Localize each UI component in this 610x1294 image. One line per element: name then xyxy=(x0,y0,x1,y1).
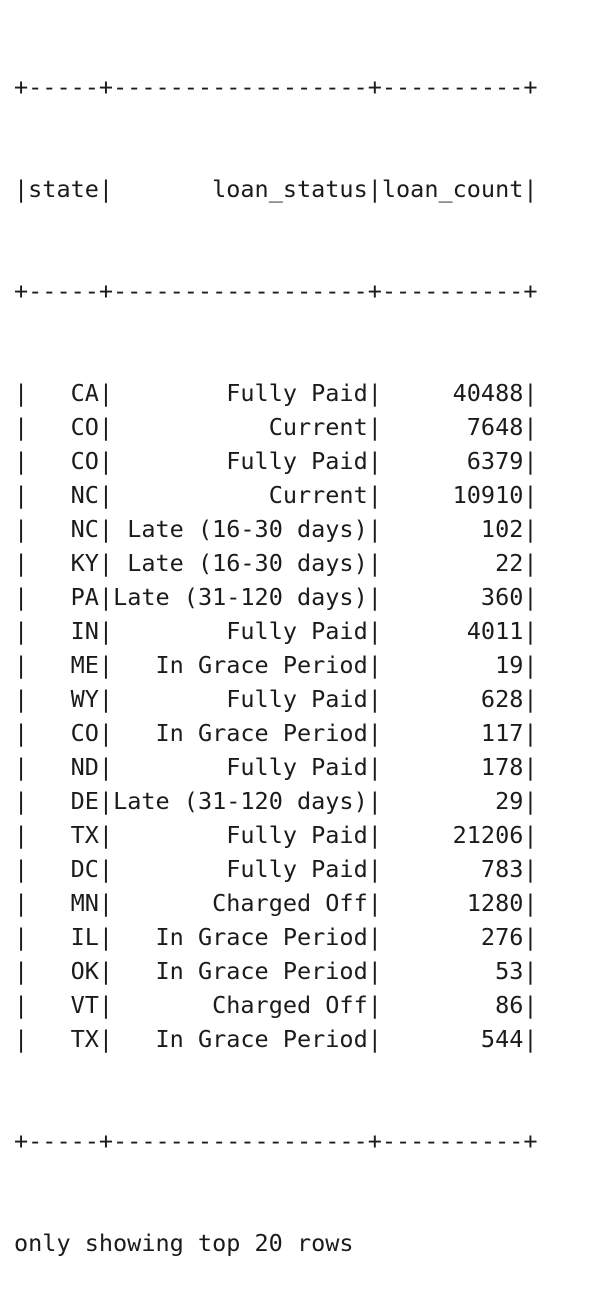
cell-loan-count: 783 xyxy=(381,855,524,883)
table-row: | ME| In Grace Period| 19| xyxy=(14,651,538,679)
cell-loan-status: Current xyxy=(113,481,368,509)
cell-loan-status: Late (31-120 days) xyxy=(113,583,368,611)
table-row: | KY| Late (16-30 days)| 22| xyxy=(14,549,538,577)
cell-loan-status: Late (16-30 days) xyxy=(113,515,368,543)
cell-loan-count: 1280 xyxy=(381,889,524,917)
table-row: | NC| Late (16-30 days)| 102| xyxy=(14,515,538,543)
table-row: | OK| In Grace Period| 53| xyxy=(14,957,538,985)
cell-state: NC xyxy=(28,481,99,509)
table-row: | CA| Fully Paid| 40488| xyxy=(14,379,538,407)
cell-state: DC xyxy=(28,855,99,883)
console-output: +-----+------------------+----------+ |s… xyxy=(14,2,538,1294)
cell-state: TX xyxy=(28,1025,99,1053)
cell-loan-count: 276 xyxy=(381,923,524,951)
cell-loan-count: 40488 xyxy=(381,379,524,407)
cell-loan-status: In Grace Period xyxy=(113,957,368,985)
cell-loan-count: 19 xyxy=(381,651,524,679)
cell-state: CO xyxy=(28,413,99,441)
table-row: | NC| Current| 10910| xyxy=(14,481,538,509)
table-row: | WY| Fully Paid| 628| xyxy=(14,685,538,713)
cell-loan-status: Fully Paid xyxy=(113,753,368,781)
cell-state: VT xyxy=(28,991,99,1019)
cell-loan-count: 6379 xyxy=(381,447,524,475)
cell-state: PA xyxy=(28,583,99,611)
cell-loan-status: In Grace Period xyxy=(113,1025,368,1053)
table-row: | IL| In Grace Period| 276| xyxy=(14,923,538,951)
table-row: | DC| Fully Paid| 783| xyxy=(14,855,538,883)
table-row: | CO| Current| 7648| xyxy=(14,413,538,441)
cell-state: IN xyxy=(28,617,99,645)
cell-loan-status: In Grace Period xyxy=(113,651,368,679)
cell-loan-count: 7648 xyxy=(381,413,524,441)
table-row: | TX| In Grace Period| 544| xyxy=(14,1025,538,1053)
table-row: | ND| Fully Paid| 178| xyxy=(14,753,538,781)
cell-loan-status: Fully Paid xyxy=(113,685,368,713)
cell-loan-status: In Grace Period xyxy=(113,923,368,951)
cell-loan-status: Charged Off xyxy=(113,991,368,1019)
header-loan-count: loan_count xyxy=(381,175,524,203)
header-state: state xyxy=(28,175,99,203)
cell-loan-count: 21206 xyxy=(381,821,524,849)
cell-loan-count: 53 xyxy=(381,957,524,985)
table-row: | CO| Fully Paid| 6379| xyxy=(14,447,538,475)
cell-state: CA xyxy=(28,379,99,407)
cell-loan-status: Fully Paid xyxy=(113,617,368,645)
cell-state: TX xyxy=(28,821,99,849)
cell-state: WY xyxy=(28,685,99,713)
cell-state: KY xyxy=(28,549,99,577)
cell-loan-count: 22 xyxy=(381,549,524,577)
cell-loan-status: Late (31-120 days) xyxy=(113,787,368,815)
cell-loan-count: 178 xyxy=(381,753,524,781)
table-header-row: |state| loan_status|loan_count| xyxy=(14,175,538,203)
table-row: | DE|Late (31-120 days)| 29| xyxy=(14,787,538,815)
table-border-top: +-----+------------------+----------+ xyxy=(14,73,538,101)
table-body: | CA| Fully Paid| 40488| | CO| Current| 7… xyxy=(14,376,538,1056)
cell-state: IL xyxy=(28,923,99,951)
table-row: | MN| Charged Off| 1280| xyxy=(14,889,538,917)
table-row: | IN| Fully Paid| 4011| xyxy=(14,617,538,645)
cell-state: CO xyxy=(28,447,99,475)
table-border-bottom: +-----+------------------+----------+ xyxy=(14,1127,538,1155)
cell-loan-count: 544 xyxy=(381,1025,524,1053)
cell-loan-count: 86 xyxy=(381,991,524,1019)
cell-loan-count: 4011 xyxy=(381,617,524,645)
cell-loan-status: Late (16-30 days) xyxy=(113,549,368,577)
footer-note: only showing top 20 rows xyxy=(14,1229,354,1257)
header-loan-status: loan_status xyxy=(113,175,368,203)
cell-loan-count: 360 xyxy=(381,583,524,611)
cell-loan-status: Fully Paid xyxy=(113,379,368,407)
cell-state: DE xyxy=(28,787,99,815)
table-row: | CO| In Grace Period| 117| xyxy=(14,719,538,747)
cell-state: ND xyxy=(28,753,99,781)
cell-loan-status: Fully Paid xyxy=(113,447,368,475)
cell-loan-count: 10910 xyxy=(381,481,524,509)
cell-state: MN xyxy=(28,889,99,917)
cell-loan-count: 117 xyxy=(381,719,524,747)
cell-state: NC xyxy=(28,515,99,543)
table-row: | VT| Charged Off| 86| xyxy=(14,991,538,1019)
cell-loan-status: Fully Paid xyxy=(113,855,368,883)
cell-loan-status: Charged Off xyxy=(113,889,368,917)
table-row: | TX| Fully Paid| 21206| xyxy=(14,821,538,849)
cell-state: CO xyxy=(28,719,99,747)
table-border-header: +-----+------------------+----------+ xyxy=(14,277,538,305)
cell-loan-status: Fully Paid xyxy=(113,821,368,849)
cell-loan-count: 102 xyxy=(381,515,524,543)
cell-loan-count: 29 xyxy=(381,787,524,815)
cell-loan-status: Current xyxy=(113,413,368,441)
cell-loan-count: 628 xyxy=(381,685,524,713)
cell-loan-status: In Grace Period xyxy=(113,719,368,747)
cell-state: ME xyxy=(28,651,99,679)
table-row: | PA|Late (31-120 days)| 360| xyxy=(14,583,538,611)
cell-state: OK xyxy=(28,957,99,985)
